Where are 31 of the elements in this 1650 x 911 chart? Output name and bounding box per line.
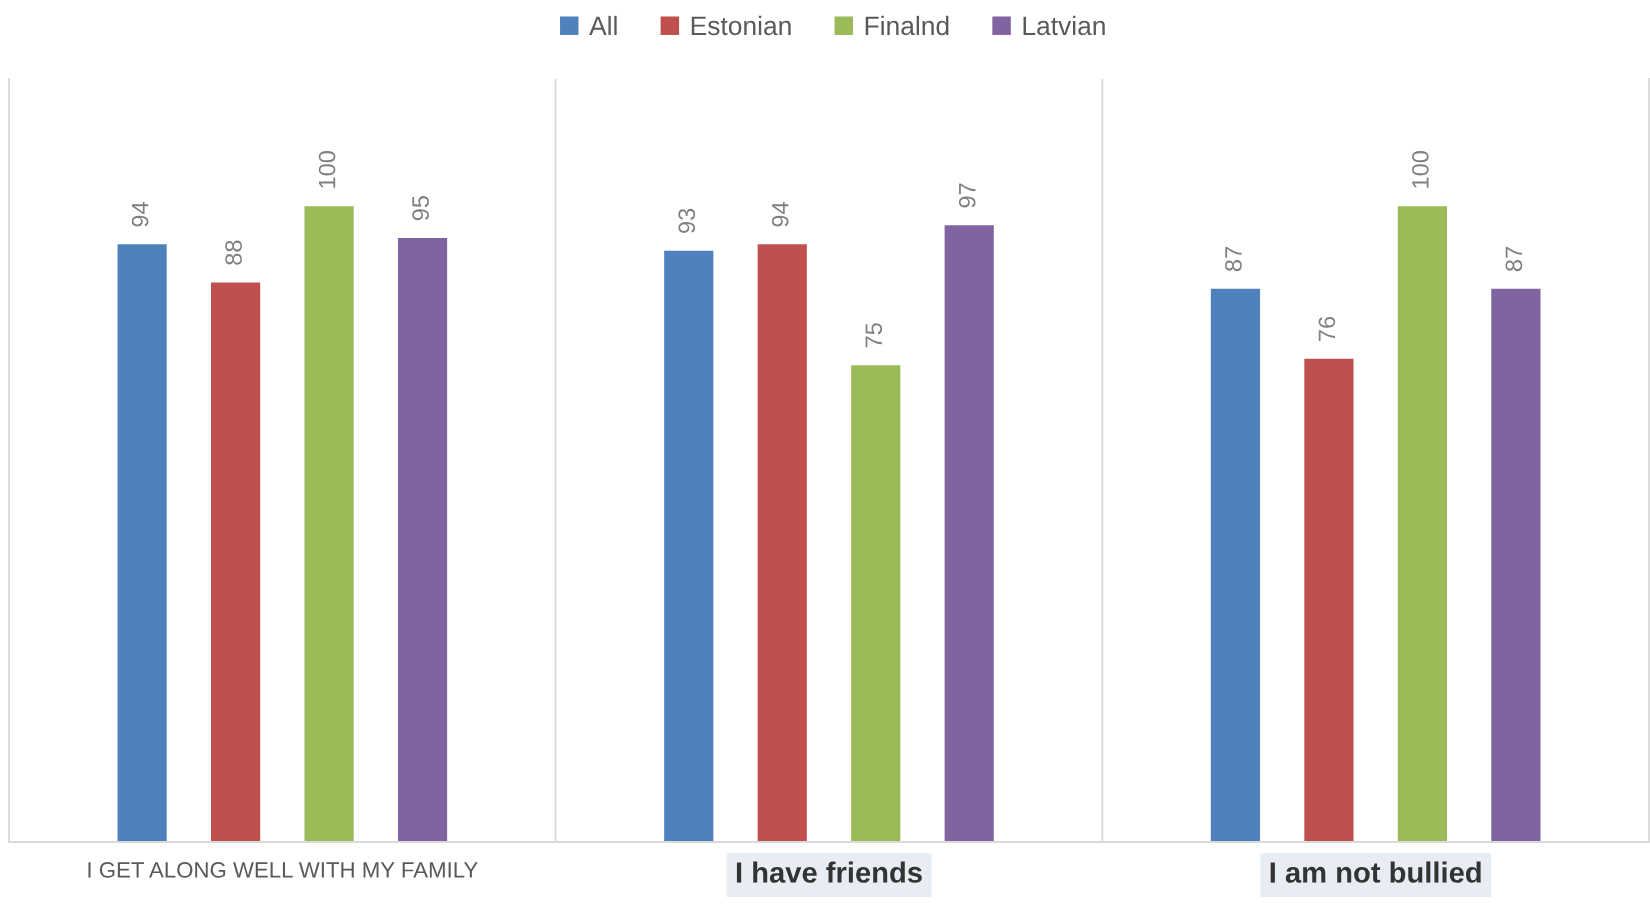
bar — [397, 237, 448, 842]
x-tick-label: I have friends — [736, 861, 922, 883]
legend-label: All — [589, 15, 617, 35]
data-label: 95 — [412, 196, 429, 221]
bar — [1304, 358, 1354, 842]
data-label: 75 — [865, 323, 883, 348]
bar — [757, 244, 807, 842]
bar — [1397, 206, 1448, 842]
bar — [851, 365, 901, 842]
bar — [210, 282, 261, 842]
data-label: 94 — [131, 202, 149, 227]
data-label: 87 — [1225, 247, 1242, 272]
bar — [944, 225, 994, 842]
x-tick-label: I am not bullied — [1270, 861, 1481, 883]
data-label: 87 — [1505, 247, 1523, 272]
data-label: 100 — [1412, 151, 1429, 188]
data-label: 94 — [771, 202, 789, 227]
bar — [1210, 288, 1261, 842]
legend-label: Estonian — [691, 15, 791, 36]
data-label: 100 — [318, 151, 336, 188]
data-label: 76 — [1318, 316, 1336, 341]
data-label: 97 — [958, 183, 976, 208]
data-label: 88 — [225, 240, 242, 265]
bar — [304, 206, 354, 842]
legend-label: Latvian — [1023, 15, 1105, 36]
data-label: 93 — [678, 208, 696, 233]
x-tick-label: I GET ALONG WELL WITH MY FAMILY — [88, 862, 478, 878]
bar — [1491, 288, 1541, 842]
legend-label: Finalnd — [865, 15, 949, 36]
bar — [664, 250, 714, 842]
bar — [117, 244, 167, 842]
